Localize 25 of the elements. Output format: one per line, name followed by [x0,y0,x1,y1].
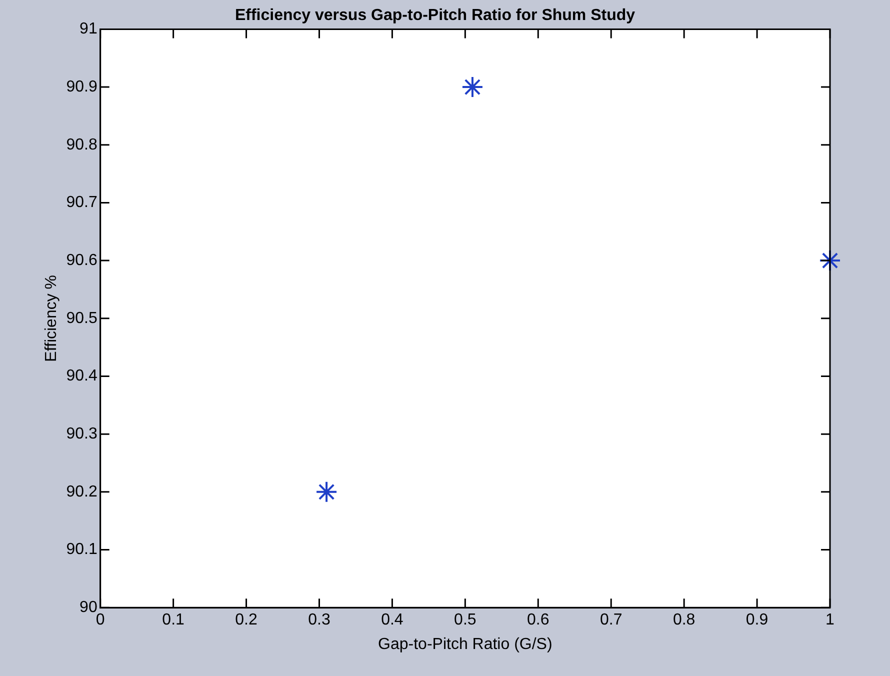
x-axis-title: Gap-to-Pitch Ratio (G/S) [378,636,552,653]
x-tick-label: 0.1 [162,612,185,629]
y-tick-label: 90.2 [66,483,98,500]
chart-title: Efficiency versus Gap-to-Pitch Ratio for Shum Study [234,7,636,24]
x-tick-label: 0.6 [527,612,550,629]
y-axis-title: Efficiency % [43,274,60,362]
x-tick-label: 0.7 [600,612,622,629]
x-tick-label: 0.4 [381,612,404,629]
y-tick-label: 90 [80,599,98,616]
y-tick-label: 90.4 [66,368,98,385]
y-tick-label: 90.5 [66,310,98,327]
x-tick-label: 0.2 [235,612,258,629]
y-tick-label: 90.1 [66,541,98,558]
y-tick-label: 90.7 [66,194,98,212]
x-tick-label: 0.9 [746,612,768,629]
y-tick-label: 90.3 [66,425,98,442]
x-tick-label: 0 [96,612,105,629]
x-tick-label: 1 [826,612,835,629]
y-tick-label: 91 [80,20,98,38]
y-tick-label: 90.9 [66,78,98,96]
y-tick-label: 90.6 [66,252,98,269]
x-tick-label: 0.3 [308,612,330,629]
x-tick-label: 0.8 [672,612,696,629]
y-tick-label: 90.8 [66,136,98,154]
x-tick-label: 0.5 [454,612,476,629]
